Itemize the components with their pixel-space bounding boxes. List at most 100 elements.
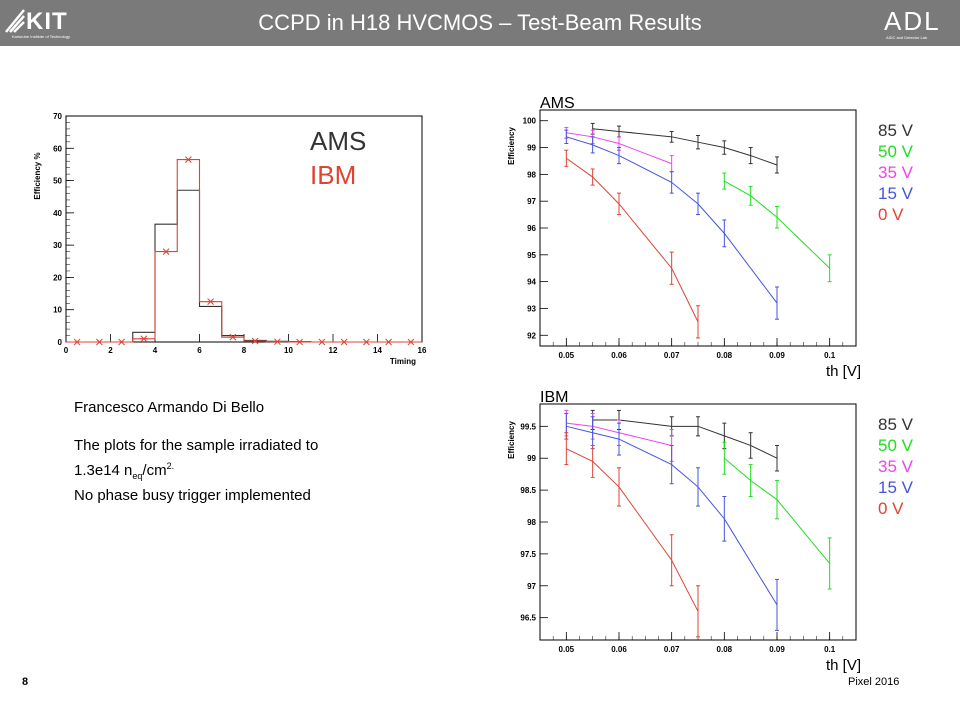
- y-tick-label: 97.5: [520, 550, 536, 559]
- kit-logo-mark-icon: [5, 9, 25, 33]
- legend-entry-ibm: IBM: [310, 160, 356, 190]
- y-tick-label: 10: [53, 306, 62, 315]
- histogram-marker: [251, 337, 260, 345]
- series-line-2: [566, 422, 672, 446]
- histogram-marker: [295, 338, 304, 346]
- chart-title: IBM: [540, 389, 568, 406]
- x-tick-label: 0.07: [664, 645, 680, 654]
- notes-block: Francesco Armando Di Bello The plots for…: [74, 398, 414, 506]
- y-tick-label: 0: [58, 338, 63, 347]
- x-tick-label: 6: [197, 346, 202, 355]
- histogram-marker: [362, 338, 371, 346]
- legend-entry-0v: 0 V: [878, 499, 904, 518]
- legend-entry-35v: 35 V: [878, 163, 914, 182]
- notes-line-3: No phase busy trigger implemented: [74, 487, 311, 504]
- y-tick-label: 50: [53, 177, 62, 186]
- x-tick-label: 0.1: [824, 351, 836, 360]
- y-tick-label: 40: [53, 209, 62, 218]
- histogram-marker: [162, 248, 171, 255]
- notes-line-1: The plots for the sample irradiated to: [74, 437, 319, 454]
- slide-header: KIT Karlsruhe Institute of Technology CC…: [0, 0, 960, 46]
- x-tick-label: 0.05: [559, 645, 575, 654]
- histogram-marker: [406, 338, 415, 346]
- histogram-marker: [117, 338, 126, 346]
- histogram-marker: [228, 333, 237, 341]
- conference-label: Pixel 2016: [848, 676, 900, 688]
- y-tick-label: 70: [53, 112, 62, 121]
- y-tick-label: 100: [523, 117, 537, 126]
- notes-line-2: 1.3e14 neq/cm2.: [74, 456, 414, 486]
- y-tick-label: 95: [527, 251, 536, 260]
- ams-threshold-chart: AMS 92 93 94 95 96 97 98 99 100 0.05 0.06 0.07 0.08 0.…: [507, 95, 914, 380]
- x-tick-label: 0.05: [559, 351, 575, 360]
- x-tick-label: 12: [329, 346, 338, 355]
- histogram-marker: [317, 338, 326, 346]
- y-tick-label: 96.5: [520, 614, 536, 623]
- legend-entry-50v: 50 V: [878, 436, 914, 455]
- kit-logo-text: KIT: [26, 8, 68, 35]
- author-name: Francesco Armando Di Bello: [74, 399, 265, 416]
- y-tick-label: 99: [527, 144, 536, 153]
- y-axis-label: Efficiency: [507, 421, 516, 459]
- histogram-marker: [139, 335, 148, 343]
- x-tick-label: 0.09: [769, 351, 785, 360]
- histogram-marker: [340, 338, 349, 346]
- x-tick-label: 0.1: [824, 645, 836, 654]
- legend-entry-50v: 50 V: [878, 142, 914, 161]
- x-tick-label: 4: [153, 346, 158, 355]
- y-tick-label: 96: [527, 224, 536, 233]
- y-tick-label: 99: [527, 454, 536, 463]
- x-axis-label: Timing: [390, 357, 416, 366]
- legend-entry-85v: 85 V: [878, 121, 914, 140]
- fluence-value: 1.3e14 n: [74, 462, 133, 479]
- x-tick-label: 0.06: [611, 351, 627, 360]
- x-tick-label: 0: [64, 346, 69, 355]
- series-line-2: [566, 132, 672, 165]
- histogram-series-ibm: [66, 159, 422, 343]
- x-axis-label: th [V]: [826, 657, 861, 674]
- histogram-marker: [184, 156, 193, 163]
- adl-logo-text: ADL: [884, 6, 941, 36]
- y-tick-label: 99.5: [520, 422, 536, 431]
- page-title: CCPD in H18 HVCMOS – Test-Beam Results: [258, 10, 702, 35]
- legend-entry-15v: 15 V: [878, 478, 914, 497]
- y-tick-label: 98: [527, 170, 536, 179]
- adl-logo: ADL ASIC and Detector Lab: [878, 4, 950, 42]
- plot-frame: [65, 115, 423, 343]
- histogram-marker: [206, 298, 215, 305]
- y-tick-label: 93: [527, 304, 536, 313]
- y-tick-label: 30: [53, 241, 62, 250]
- series-line-1: [724, 457, 831, 564]
- y-tick-label: 94: [527, 278, 536, 287]
- fluence-superscript: 2.: [166, 461, 175, 471]
- x-tick-label: 0.08: [717, 351, 733, 360]
- x-tick-label: 8: [242, 346, 247, 355]
- histogram-marker: [384, 338, 393, 346]
- x-tick-label: 0.08: [717, 645, 733, 654]
- y-tick-label: 97: [527, 197, 536, 206]
- y-axis-label: Efficiency: [507, 127, 516, 165]
- histogram-marker: [95, 338, 104, 346]
- legend-entry-35v: 35 V: [878, 457, 914, 476]
- x-tick-label: 0.06: [611, 645, 627, 654]
- x-tick-label: 14: [373, 346, 382, 355]
- fluence-subscript: eq: [132, 471, 143, 481]
- histogram-marker: [273, 338, 282, 346]
- x-tick-label: 10: [284, 346, 293, 355]
- legend-entry-0v: 0 V: [878, 205, 904, 224]
- y-tick-label: 97: [527, 582, 536, 591]
- x-tick-label: 16: [418, 346, 427, 355]
- legend-entry-85v: 85 V: [878, 415, 914, 434]
- page-number: 8: [22, 676, 29, 688]
- x-tick-label: 0.09: [769, 645, 785, 654]
- y-tick-label: 98.5: [520, 486, 536, 495]
- fluence-unit: /cm: [142, 462, 167, 479]
- y-tick-label: 98: [527, 518, 536, 527]
- adl-logo-subtext: ASIC and Detector Lab: [886, 35, 928, 40]
- ibm-threshold-chart: IBM 96.5 97 97.5 98 98.5 99 99.5 0.05 0.06 0.07 0.0…: [507, 389, 914, 674]
- chart-title: AMS: [540, 95, 575, 112]
- kit-logo: KIT Karlsruhe Institute of Technology: [4, 6, 90, 40]
- y-tick-label: 60: [53, 144, 62, 153]
- legend-entry-15v: 15 V: [878, 184, 914, 203]
